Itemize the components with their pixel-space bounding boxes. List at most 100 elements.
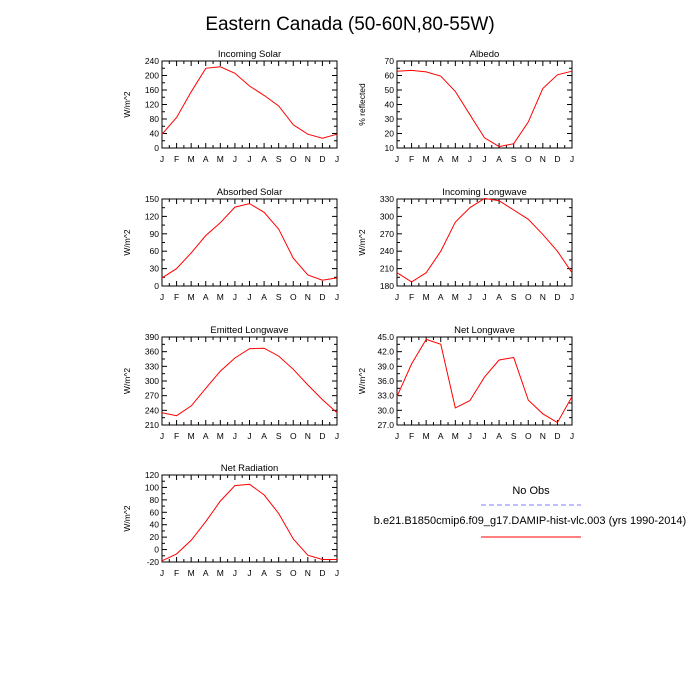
y-tick-label: 40 [150,520,160,530]
y-tick-label: 100 [145,482,159,492]
x-tick-label: A [203,431,209,441]
y-tick-label: 0 [154,281,159,291]
x-tick-label: J [160,431,164,441]
y-axis-label: W/m^2 [122,229,132,255]
y-tick-label: 40 [150,129,160,139]
y-tick-label: 40 [385,100,395,110]
x-tick-label: F [174,568,179,578]
x-tick-label: A [496,154,502,164]
y-tick-label: 270 [145,391,159,401]
x-tick-label: J [482,431,486,441]
y-tick-label: 300 [145,376,159,386]
x-tick-label: F [409,292,414,302]
x-tick-label: S [511,154,517,164]
series-line [161,66,338,139]
x-tick-label: N [305,568,311,578]
legend: No Obs b.e21.B1850cmip6.f09_g17.DAMIP-hi… [374,485,686,538]
x-tick-label: J [395,154,399,164]
y-tick-label: 20 [385,129,395,139]
y-tick-label: 33.0 [377,391,394,401]
x-tick-label: M [452,292,459,302]
y-tick-label: 210 [380,264,394,274]
x-tick-label: F [174,154,179,164]
x-tick-label: J [482,292,486,302]
y-axis-label: W/m^2 [122,91,132,117]
y-tick-label: 60 [150,507,160,517]
y-tick-label: 0 [154,143,159,153]
y-axis-label: W/m^2 [357,368,367,394]
series-line [161,347,338,417]
x-tick-label: J [468,154,472,164]
x-tick-label: J [233,431,237,441]
panel-title: Net Longwave [454,325,515,336]
series-line [161,483,337,562]
figure-title: Eastern Canada (50-60N,80-55W) [205,14,494,35]
y-tick-label: -20 [147,557,160,567]
y-tick-label: 45.0 [377,332,394,342]
x-tick-label: S [276,431,282,441]
x-tick-label: M [423,154,430,164]
y-tick-label: 330 [145,361,159,371]
x-tick-label: A [203,154,209,164]
y-axis-label: W/m^2 [122,505,132,531]
x-tick-label: J [160,568,164,578]
y-tick-label: 70 [385,56,395,66]
y-tick-label: 270 [380,229,394,239]
x-tick-label: D [319,568,325,578]
chart-panel: Incoming Longwave W/m^2 180 210 240 270 300 330… [357,187,574,302]
x-tick-label: M [423,431,430,441]
x-tick-label: A [203,292,209,302]
y-tick-label: 150 [145,194,159,204]
series-line [396,338,573,424]
x-tick-label: A [438,292,444,302]
panel-title: Net Radiation [221,463,279,474]
x-tick-label: J [247,154,251,164]
x-tick-label: J [468,292,472,302]
series-line [396,197,573,283]
x-tick-label: D [554,154,560,164]
y-tick-label: 120 [145,470,159,480]
x-tick-label: J [570,292,574,302]
x-tick-label: J [482,154,486,164]
x-tick-label: A [438,431,444,441]
x-tick-label: A [438,154,444,164]
x-tick-label: O [525,154,532,164]
chart-panel: Emitted Longwave W/m^2 210 240 270 300 330 360 3… [122,325,339,441]
x-tick-label: A [496,431,502,441]
x-tick-label: A [261,431,267,441]
y-tick-label: 50 [385,85,395,95]
x-tick-label: J [233,292,237,302]
y-tick-label: 300 [380,211,394,221]
y-tick-label: 120 [145,211,159,221]
x-tick-label: A [203,568,209,578]
x-tick-label: A [261,292,267,302]
x-tick-label: A [261,568,267,578]
x-tick-label: M [452,154,459,164]
x-tick-label: S [276,154,282,164]
y-tick-label: 120 [145,100,159,110]
x-tick-label: F [174,431,179,441]
plot-frame [161,474,338,563]
x-tick-label: O [290,154,297,164]
x-tick-label: J [570,154,574,164]
panel-title: Incoming Solar [218,49,281,60]
chart-panel: Net Longwave W/m^2 27.0 30.0 33.0 36.0 39.0 42.… [357,325,574,441]
plot-frame [396,336,573,426]
plot-frame [396,60,573,149]
x-tick-label: D [319,431,325,441]
y-tick-label: 240 [145,56,159,66]
y-tick-label: 60 [385,71,395,81]
x-tick-label: J [468,431,472,441]
y-axis-label: % reflected [357,83,367,126]
x-tick-label: J [233,568,237,578]
x-tick-label: M [217,431,224,441]
y-tick-label: 80 [150,114,160,124]
panel-title: Albedo [470,49,500,60]
x-tick-label: N [305,154,311,164]
panel-title: Emitted Longwave [210,325,288,336]
plot-frame [161,336,338,426]
x-tick-label: S [276,568,282,578]
